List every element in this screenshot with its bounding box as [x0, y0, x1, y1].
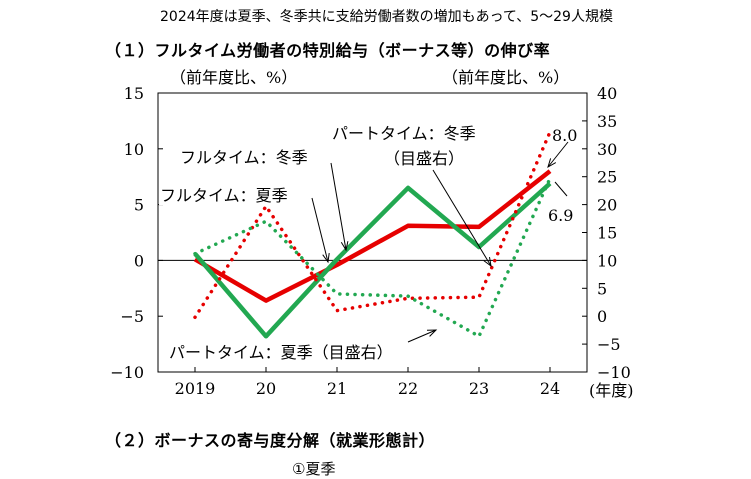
right-tick-label: 15: [597, 224, 617, 243]
left-tick-label: −10: [110, 363, 144, 382]
series-line-1: [193, 169, 552, 303]
x-tick-label: 22: [398, 379, 418, 398]
annotation-parttime-winter-right-axis: （目盛右）: [384, 149, 464, 168]
right-tick-label: 35: [597, 112, 617, 131]
x-tick-label: 20: [256, 379, 276, 398]
right-tick-label: 40: [597, 84, 617, 103]
x-axis-unit: (年度): [589, 381, 634, 400]
subsection-title: ①夏季: [292, 460, 336, 478]
plot-frame: [157, 92, 588, 373]
left-axis-label: （前年度比、%）: [170, 68, 297, 87]
arrow-fulltime-winter-head: [340, 241, 349, 252]
arrow-fulltime-winter: [330, 162, 347, 251]
annotation-parttime-summer-bg: [168, 343, 394, 362]
right-tick-label: 30: [597, 140, 617, 159]
left-tick-label: −5: [120, 307, 144, 326]
arrow-parttime-winter: [432, 169, 492, 267]
left-tick-label: 0: [134, 251, 144, 270]
right-tick-label: 20: [597, 196, 617, 215]
annotation-fulltime-summer-bg: [159, 186, 289, 205]
left-tick-label: 10: [124, 140, 144, 159]
annotation-fulltime-winter: フルタイム：冬季: [180, 148, 308, 167]
right-tick-label: 10: [597, 251, 617, 270]
right-tick-label: −10: [597, 363, 631, 382]
x-tick-label: 2019: [175, 379, 216, 398]
left-tick-label: 15: [124, 84, 144, 103]
x-tick-label: 23: [469, 379, 489, 398]
x-tick-label: 24: [540, 379, 560, 398]
series-line-3: [193, 130, 552, 320]
arrow-label-8-0: [547, 141, 569, 168]
leader-label-6-9: [554, 181, 568, 197]
section-1-title: （１）フルタイム労働者の特別給与（ボーナス等）の伸び率: [105, 41, 551, 60]
annotation-parttime-winter-right-axis-bg: [383, 149, 466, 168]
arrow-parttime-summer: [407, 329, 437, 343]
annotation-parttime-winter: パートタイム：冬季: [332, 124, 476, 143]
annotation-parttime-summer: パートタイム：夏季（目盛右）: [169, 343, 393, 362]
annotation-fulltime-winter-bg: [179, 148, 309, 167]
right-tick-label: 0: [597, 307, 607, 326]
left-tick-label: 5: [134, 196, 144, 215]
value-label-6-9: 6.9: [548, 206, 573, 225]
annotation-parttime-winter-bg: [331, 124, 477, 143]
arrow-fulltime-summer: [311, 197, 329, 263]
right-axis-label: （前年度比、%）: [442, 68, 569, 87]
series-line-4: [193, 176, 552, 339]
value-label-8-0: 8.0: [552, 126, 577, 145]
series-line-2: [193, 181, 552, 339]
arrow-parttime-summer-head: [426, 329, 438, 337]
page-header: 2024年度は夏季、冬季共に支給労働者数の増加もあって、5〜29人規模: [160, 9, 613, 25]
annotation-fulltime-summer: フルタイム：夏季: [160, 186, 288, 205]
right-tick-label: 25: [597, 168, 617, 187]
arrow-fulltime-summer-head: [322, 253, 330, 264]
arrow-parttime-winter-head: [483, 257, 492, 268]
right-tick-label: −5: [597, 335, 621, 354]
arrow-label-8-0-head: [547, 158, 557, 169]
x-tick-label: 21: [327, 379, 347, 398]
right-tick-label: 5: [597, 279, 607, 298]
section-2-title: （２）ボーナスの寄与度分解（就業形態計）: [105, 431, 436, 450]
